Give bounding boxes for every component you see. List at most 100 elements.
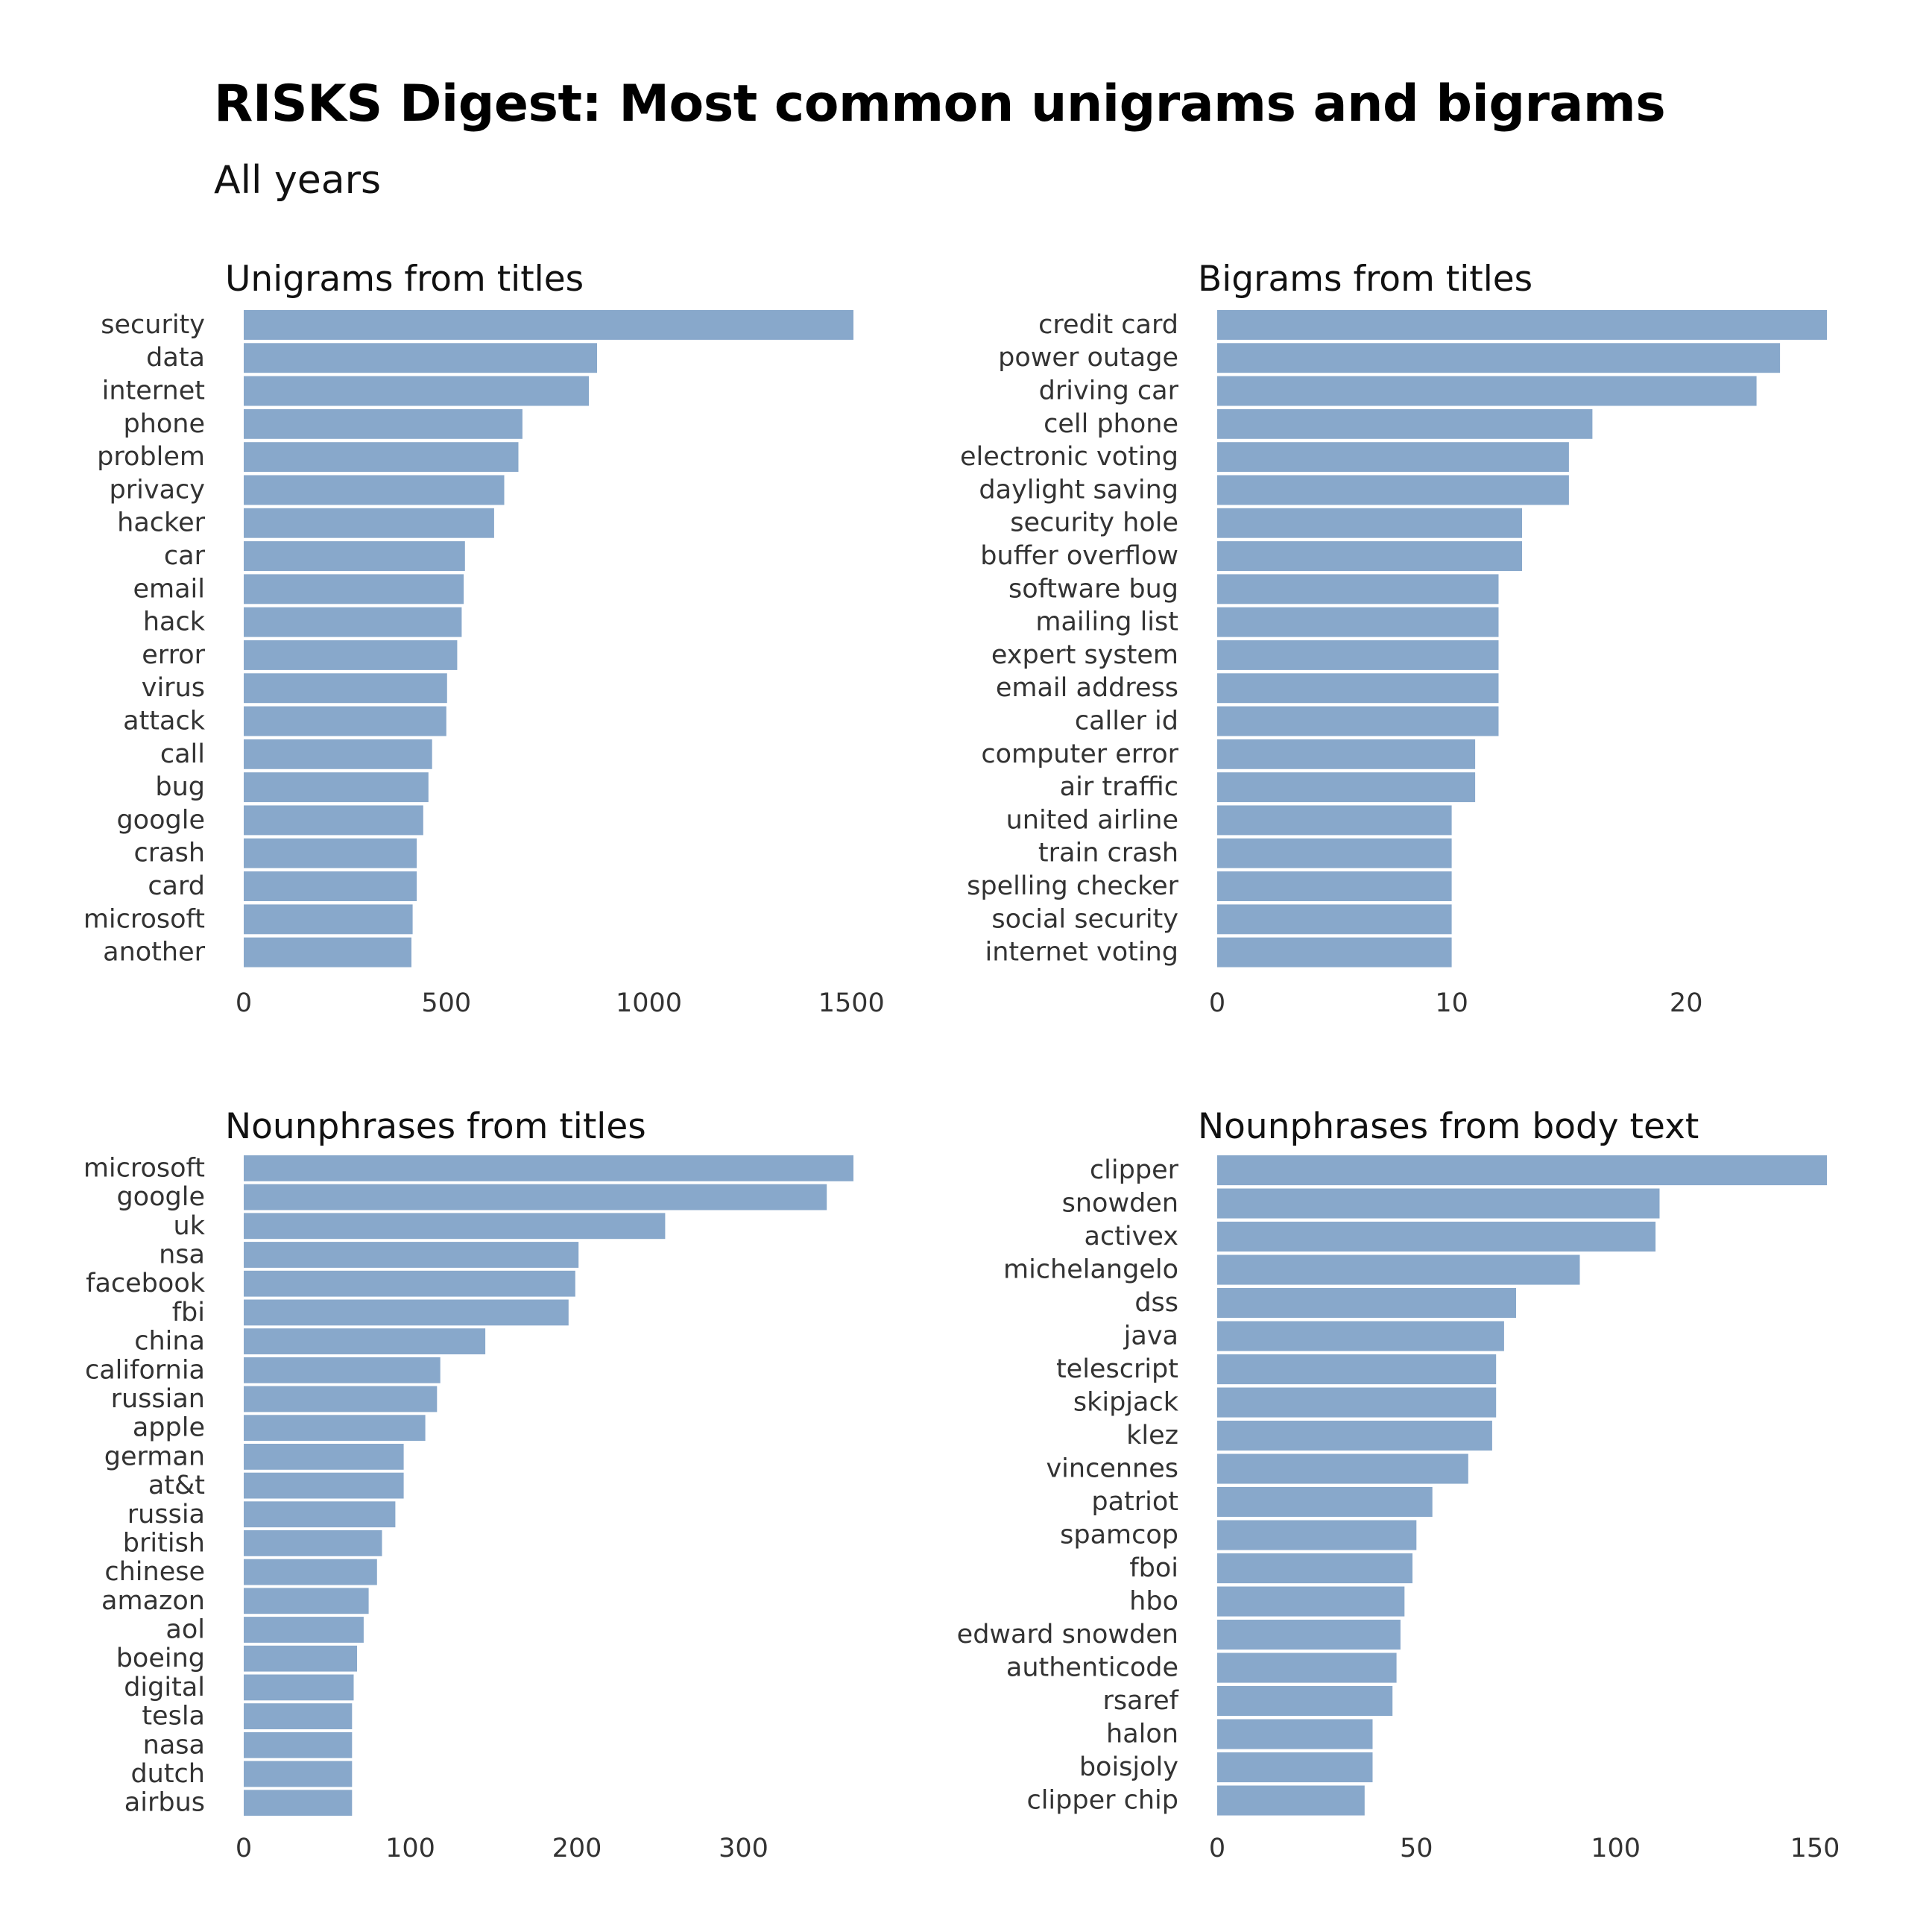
category-label-unigrams-from-titles: hack xyxy=(143,607,206,637)
bar-unigrams-from-titles-internet xyxy=(244,376,590,406)
category-label-unigrams-from-titles: bug xyxy=(155,772,205,802)
bar-unigrams-from-titles-privacy xyxy=(244,475,505,505)
bar-bigrams-from-titles-train-crash xyxy=(1217,838,1452,868)
bar-nounphrases-from-body-text-patriot xyxy=(1217,1487,1433,1518)
bar-nounphrases-from-body-text-skipjack xyxy=(1217,1387,1497,1418)
chart-title: RISKS Digest: Most common unigrams and b… xyxy=(214,75,1666,133)
bar-unigrams-from-titles-hacker xyxy=(244,508,494,538)
category-label-nounphrases-from-body-text: edward snowden xyxy=(957,1620,1178,1650)
category-label-nounphrases-from-body-text: java xyxy=(1123,1322,1178,1351)
category-label-nounphrases-from-body-text: authenticode xyxy=(1006,1653,1178,1683)
bar-unigrams-from-titles-phone xyxy=(244,408,523,439)
category-label-unigrams-from-titles: error xyxy=(142,640,205,670)
category-label-nounphrases-from-body-text: activex xyxy=(1085,1222,1178,1251)
bar-nounphrases-from-titles-chinese xyxy=(244,1559,377,1585)
bar-nounphrases-from-titles-german xyxy=(244,1444,404,1470)
category-label-nounphrases-from-body-text: clipper chip xyxy=(1026,1786,1178,1816)
x-tick-label-unigrams-from-titles: 500 xyxy=(421,988,471,1018)
category-label-nounphrases-from-titles: airbus xyxy=(124,1788,205,1818)
bar-nounphrases-from-body-text-authenticode xyxy=(1217,1652,1397,1683)
panel-title-unigrams-from-titles: Unigrams from titles xyxy=(225,259,584,300)
category-label-nounphrases-from-body-text: clipper xyxy=(1090,1155,1179,1185)
category-label-nounphrases-from-titles: fbi xyxy=(172,1298,205,1328)
category-label-unigrams-from-titles: data xyxy=(146,343,205,373)
bar-bigrams-from-titles-power-outage xyxy=(1217,343,1781,373)
bar-bigrams-from-titles-security-hole xyxy=(1217,508,1522,538)
category-label-nounphrases-from-titles: uk xyxy=(174,1211,206,1241)
bar-nounphrases-from-titles-california xyxy=(244,1357,441,1383)
bar-bigrams-from-titles-united-airline xyxy=(1217,805,1452,836)
bar-nounphrases-from-titles-microsoft xyxy=(244,1155,853,1181)
bar-unigrams-from-titles-hack xyxy=(244,607,462,637)
chart-subtitle: All years xyxy=(214,158,382,203)
category-label-unigrams-from-titles: microsoft xyxy=(83,904,205,934)
bar-nounphrases-from-titles-british xyxy=(244,1530,382,1556)
category-label-nounphrases-from-body-text: vincennes xyxy=(1046,1454,1178,1484)
bar-bigrams-from-titles-software-bug xyxy=(1217,574,1499,604)
category-label-nounphrases-from-titles: amazon xyxy=(101,1586,205,1616)
bar-nounphrases-from-titles-russia xyxy=(244,1501,396,1528)
category-label-nounphrases-from-titles: digital xyxy=(124,1673,205,1702)
bar-unigrams-from-titles-error xyxy=(244,640,458,670)
category-label-nounphrases-from-titles: dutch xyxy=(130,1759,205,1789)
category-label-nounphrases-from-titles: apple xyxy=(133,1413,205,1443)
x-tick-label-nounphrases-from-body-text: 0 xyxy=(1209,1834,1225,1863)
bar-nounphrases-from-titles-russian xyxy=(244,1386,438,1412)
category-label-nounphrases-from-titles: facebook xyxy=(86,1269,206,1298)
category-label-nounphrases-from-body-text: halon xyxy=(1106,1720,1178,1749)
bar-nounphrases-from-titles-apple xyxy=(244,1415,426,1442)
category-label-unigrams-from-titles: virus xyxy=(142,673,205,703)
bar-unigrams-from-titles-attack xyxy=(244,706,446,736)
x-tick-label-bigrams-from-titles: 20 xyxy=(1670,988,1703,1018)
category-label-nounphrases-from-titles: russian xyxy=(111,1384,205,1414)
bar-nounphrases-from-body-text-rsaref xyxy=(1217,1686,1393,1717)
bar-nounphrases-from-body-text-michelangelo xyxy=(1217,1254,1580,1285)
category-label-nounphrases-from-body-text: patriot xyxy=(1091,1487,1178,1517)
category-label-nounphrases-from-body-text: telescript xyxy=(1056,1354,1178,1384)
category-label-bigrams-from-titles: driving car xyxy=(1039,376,1179,406)
bar-nounphrases-from-body-text-boisjoly xyxy=(1217,1752,1373,1783)
bar-unigrams-from-titles-data xyxy=(244,343,597,373)
bar-nounphrases-from-body-text-snowden xyxy=(1217,1188,1660,1219)
bar-unigrams-from-titles-call xyxy=(244,739,432,769)
category-label-nounphrases-from-titles: aol xyxy=(165,1615,205,1645)
bar-bigrams-from-titles-expert-system xyxy=(1217,640,1499,670)
x-tick-label-nounphrases-from-titles: 100 xyxy=(385,1834,435,1863)
bar-nounphrases-from-body-text-edward-snowden xyxy=(1217,1620,1401,1650)
bar-bigrams-from-titles-internet-voting xyxy=(1217,937,1452,967)
bar-nounphrases-from-body-text-activex xyxy=(1217,1222,1656,1252)
category-label-nounphrases-from-body-text: spamcop xyxy=(1060,1521,1178,1550)
bar-nounphrases-from-titles-nasa xyxy=(244,1731,353,1758)
category-label-bigrams-from-titles: train crash xyxy=(1038,839,1178,868)
category-label-unigrams-from-titles: privacy xyxy=(110,475,205,505)
x-tick-label-nounphrases-from-body-text: 50 xyxy=(1400,1834,1433,1863)
category-label-unigrams-from-titles: security xyxy=(101,310,205,340)
bar-bigrams-from-titles-spelling-checker xyxy=(1217,871,1452,901)
bar-unigrams-from-titles-microsoft xyxy=(244,904,413,935)
category-label-bigrams-from-titles: mailing list xyxy=(1035,607,1178,637)
category-label-nounphrases-from-titles: british xyxy=(123,1529,205,1559)
bar-nounphrases-from-body-text-vincennes xyxy=(1217,1453,1468,1484)
category-label-bigrams-from-titles: caller id xyxy=(1075,707,1178,736)
bar-nounphrases-from-titles-aol xyxy=(244,1617,364,1643)
bar-nounphrases-from-titles-at-t xyxy=(244,1472,404,1499)
category-label-nounphrases-from-body-text: rsaref xyxy=(1102,1686,1178,1716)
category-label-nounphrases-from-titles: california xyxy=(85,1355,205,1385)
bar-bigrams-from-titles-buffer-overflow xyxy=(1217,541,1522,571)
category-label-nounphrases-from-titles: boeing xyxy=(116,1644,205,1673)
category-label-bigrams-from-titles: internet voting xyxy=(985,938,1178,967)
bar-bigrams-from-titles-driving-car xyxy=(1217,376,1757,406)
category-label-nounphrases-from-body-text: hbo xyxy=(1129,1587,1178,1617)
category-label-unigrams-from-titles: google xyxy=(116,805,205,835)
bar-nounphrases-from-titles-tesla xyxy=(244,1703,353,1729)
x-tick-label-nounphrases-from-titles: 200 xyxy=(552,1834,602,1863)
category-label-bigrams-from-titles: email address xyxy=(996,673,1178,703)
bar-unigrams-from-titles-car xyxy=(244,541,465,571)
category-label-unigrams-from-titles: email xyxy=(133,574,205,604)
x-tick-label-bigrams-from-titles: 10 xyxy=(1435,988,1468,1018)
category-label-bigrams-from-titles: expert system xyxy=(991,640,1178,670)
category-label-bigrams-from-titles: electronic voting xyxy=(960,442,1178,472)
bar-bigrams-from-titles-computer-error xyxy=(1217,739,1476,769)
bar-unigrams-from-titles-email xyxy=(244,574,464,604)
